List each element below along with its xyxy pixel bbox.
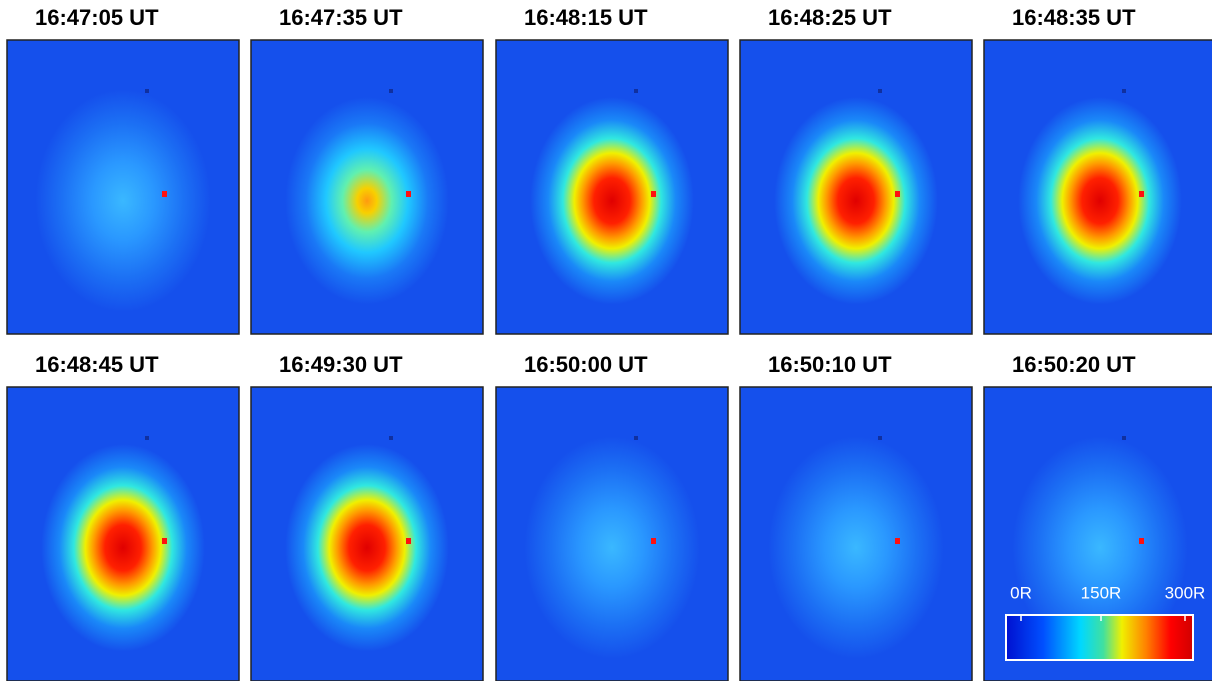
colorbar-label: 300R [1165,583,1206,602]
dark-pixel [145,436,149,440]
dark-pixel [878,436,882,440]
dark-pixel [878,89,882,93]
panel-title: 16:47:05 UT [35,5,159,30]
panel-title: 16:48:35 UT [1012,5,1136,30]
figure: 16:47:05 UT 16:47:35 UT 16:48:15 UT 16:48:2… [0,0,1212,681]
emission-glow [515,72,710,319]
source-dot [406,538,411,544]
emission-glow [759,419,954,666]
emission-glow [1003,72,1198,319]
dark-pixel [634,89,638,93]
source-dot [162,191,167,197]
dark-pixel [145,89,149,93]
source-dot [895,191,900,197]
panel-title: 16:50:00 UT [524,352,648,377]
emission-glow [26,419,221,666]
dark-pixel [389,89,393,93]
panel-title: 16:48:45 UT [35,352,159,377]
panel-title: 16:47:35 UT [279,5,403,30]
panel-title: 16:48:25 UT [768,5,892,30]
emission-glow [270,419,465,666]
panel-title: 16:48:15 UT [524,5,648,30]
panel-title: 16:50:10 UT [768,352,892,377]
dark-pixel [1122,436,1126,440]
dark-pixel [1122,89,1126,93]
source-dot [651,191,656,197]
colorbar-label: 150R [1081,583,1122,602]
dark-pixel [634,436,638,440]
emission-glow [759,72,954,319]
panel-title: 16:50:20 UT [1012,352,1136,377]
panel-title: 16:49:30 UT [279,352,403,377]
source-dot [406,191,411,197]
colorbar [1006,615,1193,660]
emission-glow [515,419,710,666]
source-dot [1139,191,1144,197]
source-dot [895,538,900,544]
dark-pixel [389,436,393,440]
source-dot [1139,538,1144,544]
emission-glow [270,72,465,319]
emission-glow [26,72,221,319]
source-dot [651,538,656,544]
source-dot [162,538,167,544]
colorbar-label: 0R [1010,583,1032,602]
